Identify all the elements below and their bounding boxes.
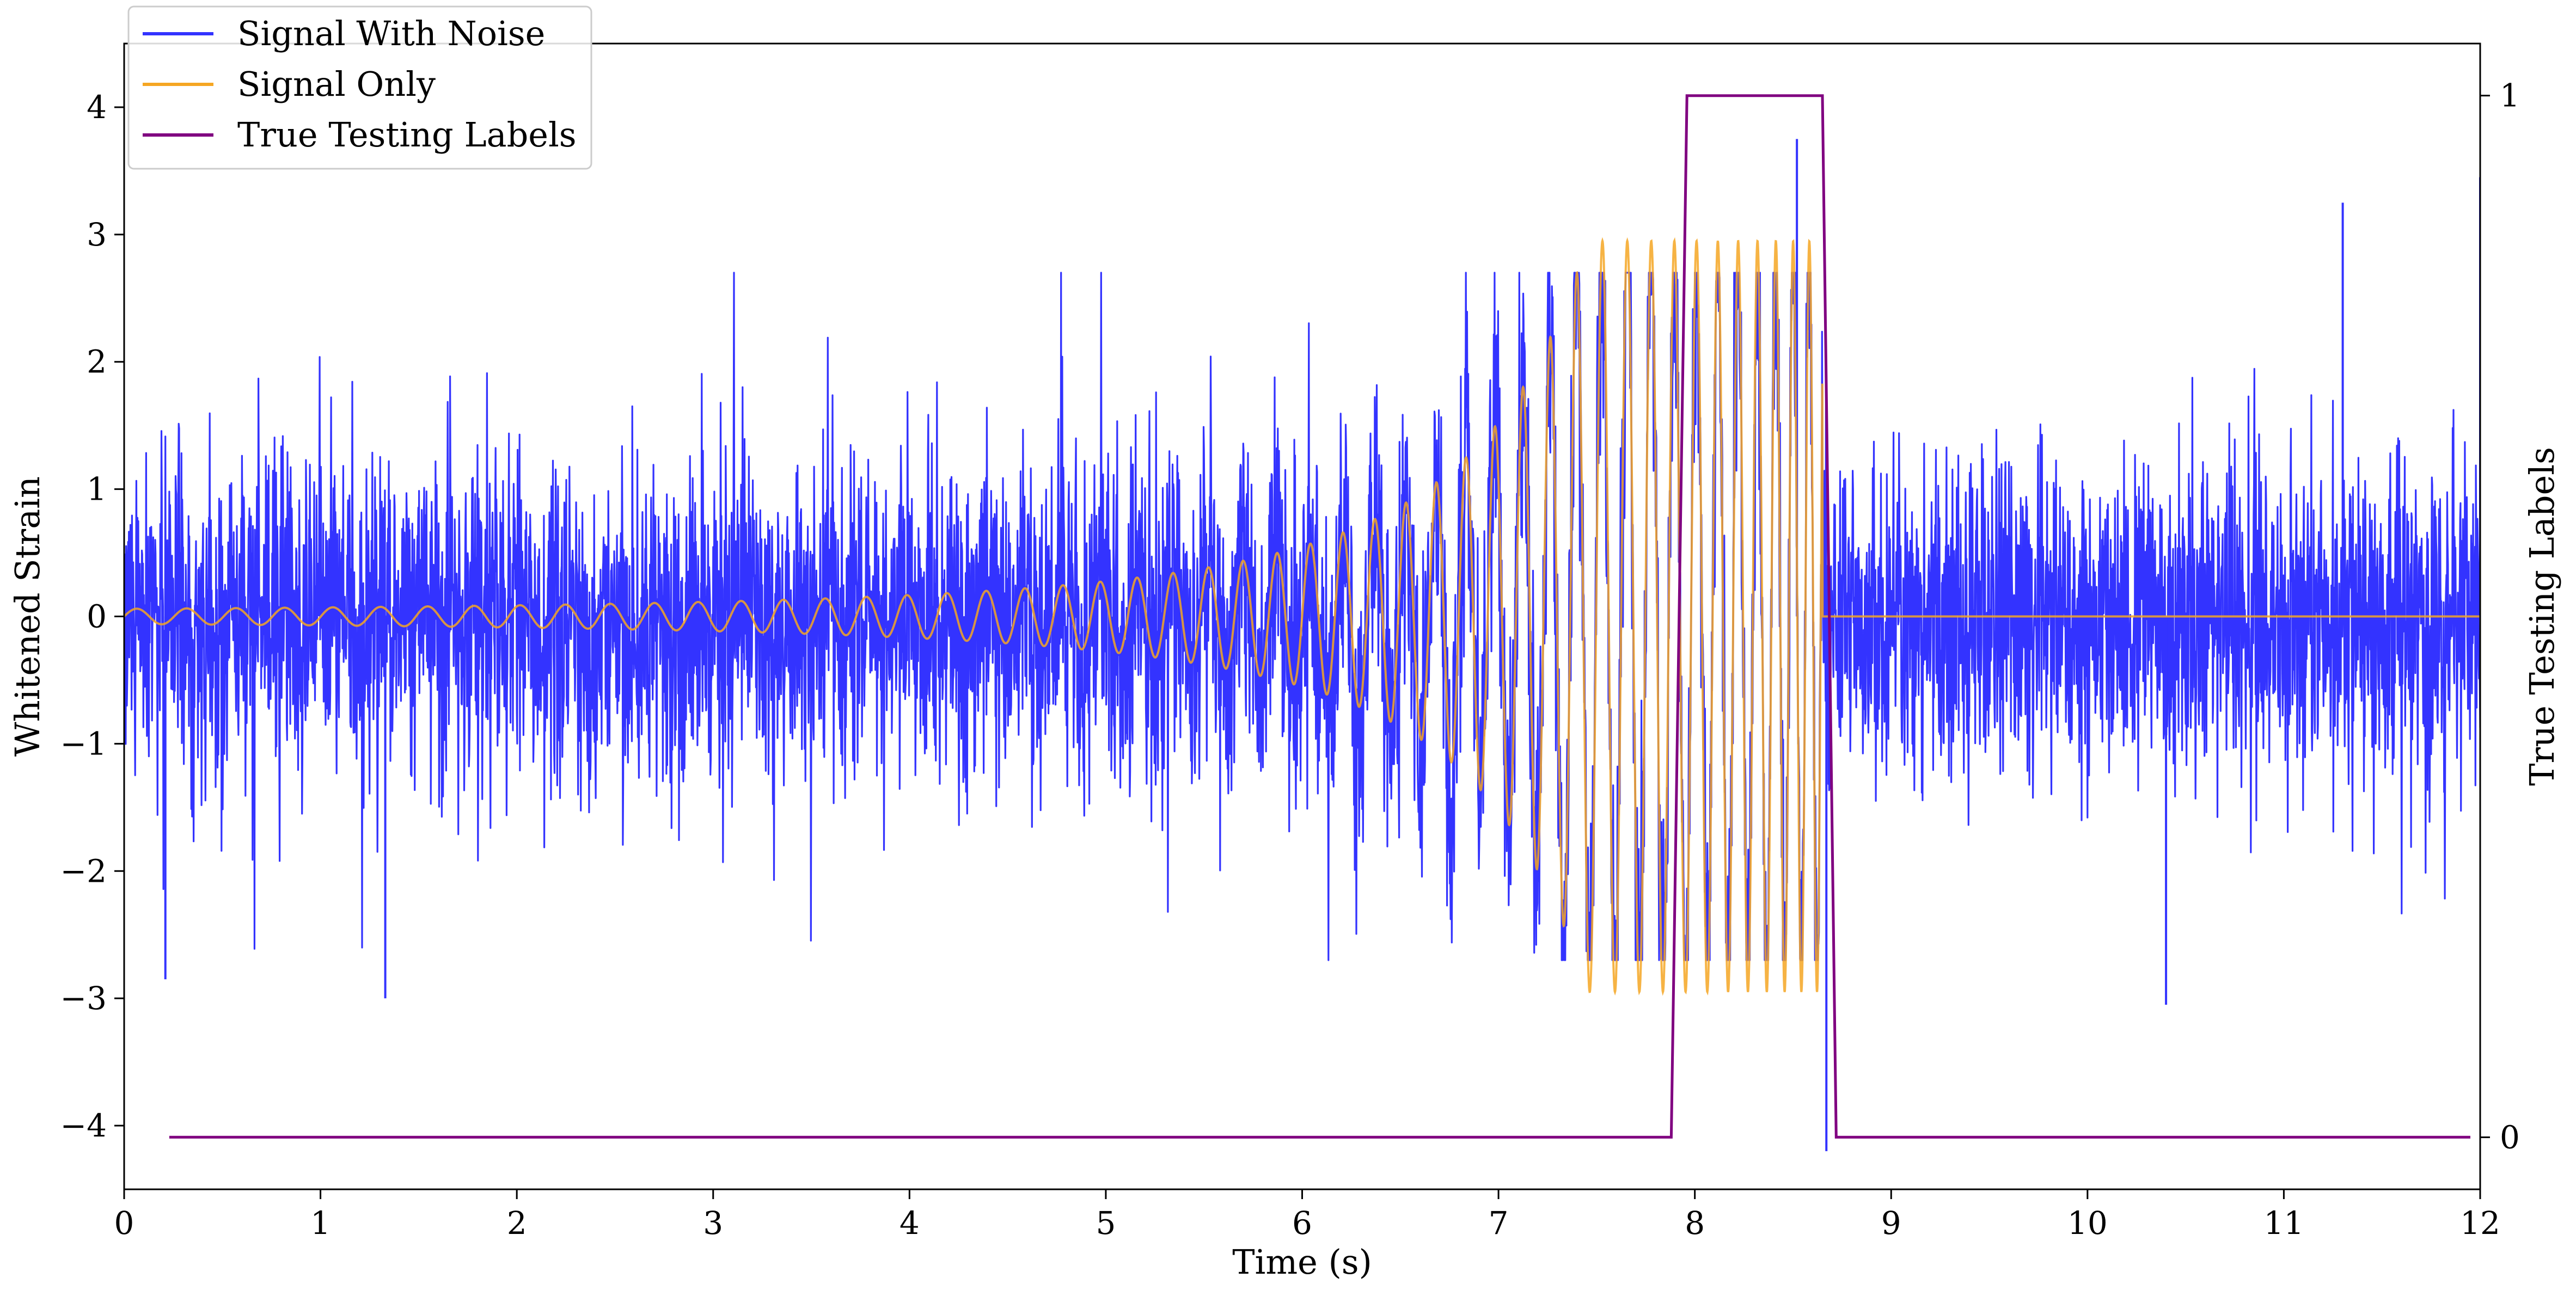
x-tick-label: 10 bbox=[2067, 1205, 2108, 1242]
x-axis-title: Time (s) bbox=[1232, 1242, 1372, 1282]
x-tick-label: 9 bbox=[1881, 1205, 1901, 1242]
x-tick-label: 0 bbox=[114, 1205, 134, 1242]
x-tick-label: 4 bbox=[900, 1205, 920, 1242]
y-tick-label: −2 bbox=[60, 852, 107, 889]
x-tick-label: 3 bbox=[703, 1205, 723, 1242]
y-axis-right: 01 bbox=[2480, 77, 2520, 1156]
y-tick-label: 1 bbox=[87, 471, 107, 508]
y2-tick-label: 1 bbox=[2500, 77, 2520, 114]
y-tick-label: −3 bbox=[60, 980, 107, 1017]
series-true-testing-labels bbox=[169, 94, 2470, 1139]
x-tick-label: 2 bbox=[507, 1205, 527, 1242]
series-signal-with-noise bbox=[124, 139, 2480, 1151]
legend: Signal With Noise Signal Only True Testing… bbox=[127, 5, 592, 170]
legend-box bbox=[127, 5, 592, 170]
y2-tick-label: 0 bbox=[2500, 1119, 2520, 1156]
y-tick-label: 2 bbox=[87, 343, 107, 380]
x-tick-label: 11 bbox=[2264, 1205, 2304, 1242]
series-signal-only bbox=[124, 237, 2480, 996]
legend-label: Signal Only bbox=[237, 64, 436, 104]
x-tick-label: 1 bbox=[310, 1205, 331, 1242]
y-tick-label: 3 bbox=[87, 216, 107, 253]
x-tick-label: 8 bbox=[1685, 1205, 1705, 1242]
legend-label: True Testing Labels bbox=[237, 115, 577, 155]
y-tick-label: 4 bbox=[87, 89, 107, 126]
y-tick-label: −1 bbox=[60, 725, 107, 762]
y2-axis-title: True Testing Labels bbox=[2522, 447, 2562, 786]
signal-only-line bbox=[124, 237, 2480, 996]
y-tick-label: 0 bbox=[87, 598, 107, 635]
x-axis: 0 1 2 3 4 5 6 7 8 9 10 11 12 bbox=[114, 1189, 2500, 1242]
true-labels-line bbox=[169, 94, 2470, 1139]
y-tick-label: −4 bbox=[60, 1107, 107, 1144]
x-tick-label: 6 bbox=[1292, 1205, 1312, 1242]
x-tick-label: 7 bbox=[1489, 1205, 1509, 1242]
noise-line bbox=[124, 272, 2480, 961]
legend-label: Signal With Noise bbox=[237, 14, 545, 53]
x-tick-label: 5 bbox=[1096, 1205, 1116, 1242]
y-axis-left: −4 −3 −2 −1 0 1 2 3 4 bbox=[60, 89, 124, 1144]
x-tick-label: 12 bbox=[2460, 1205, 2500, 1242]
y-axis-title: Whitened Strain bbox=[8, 476, 47, 757]
